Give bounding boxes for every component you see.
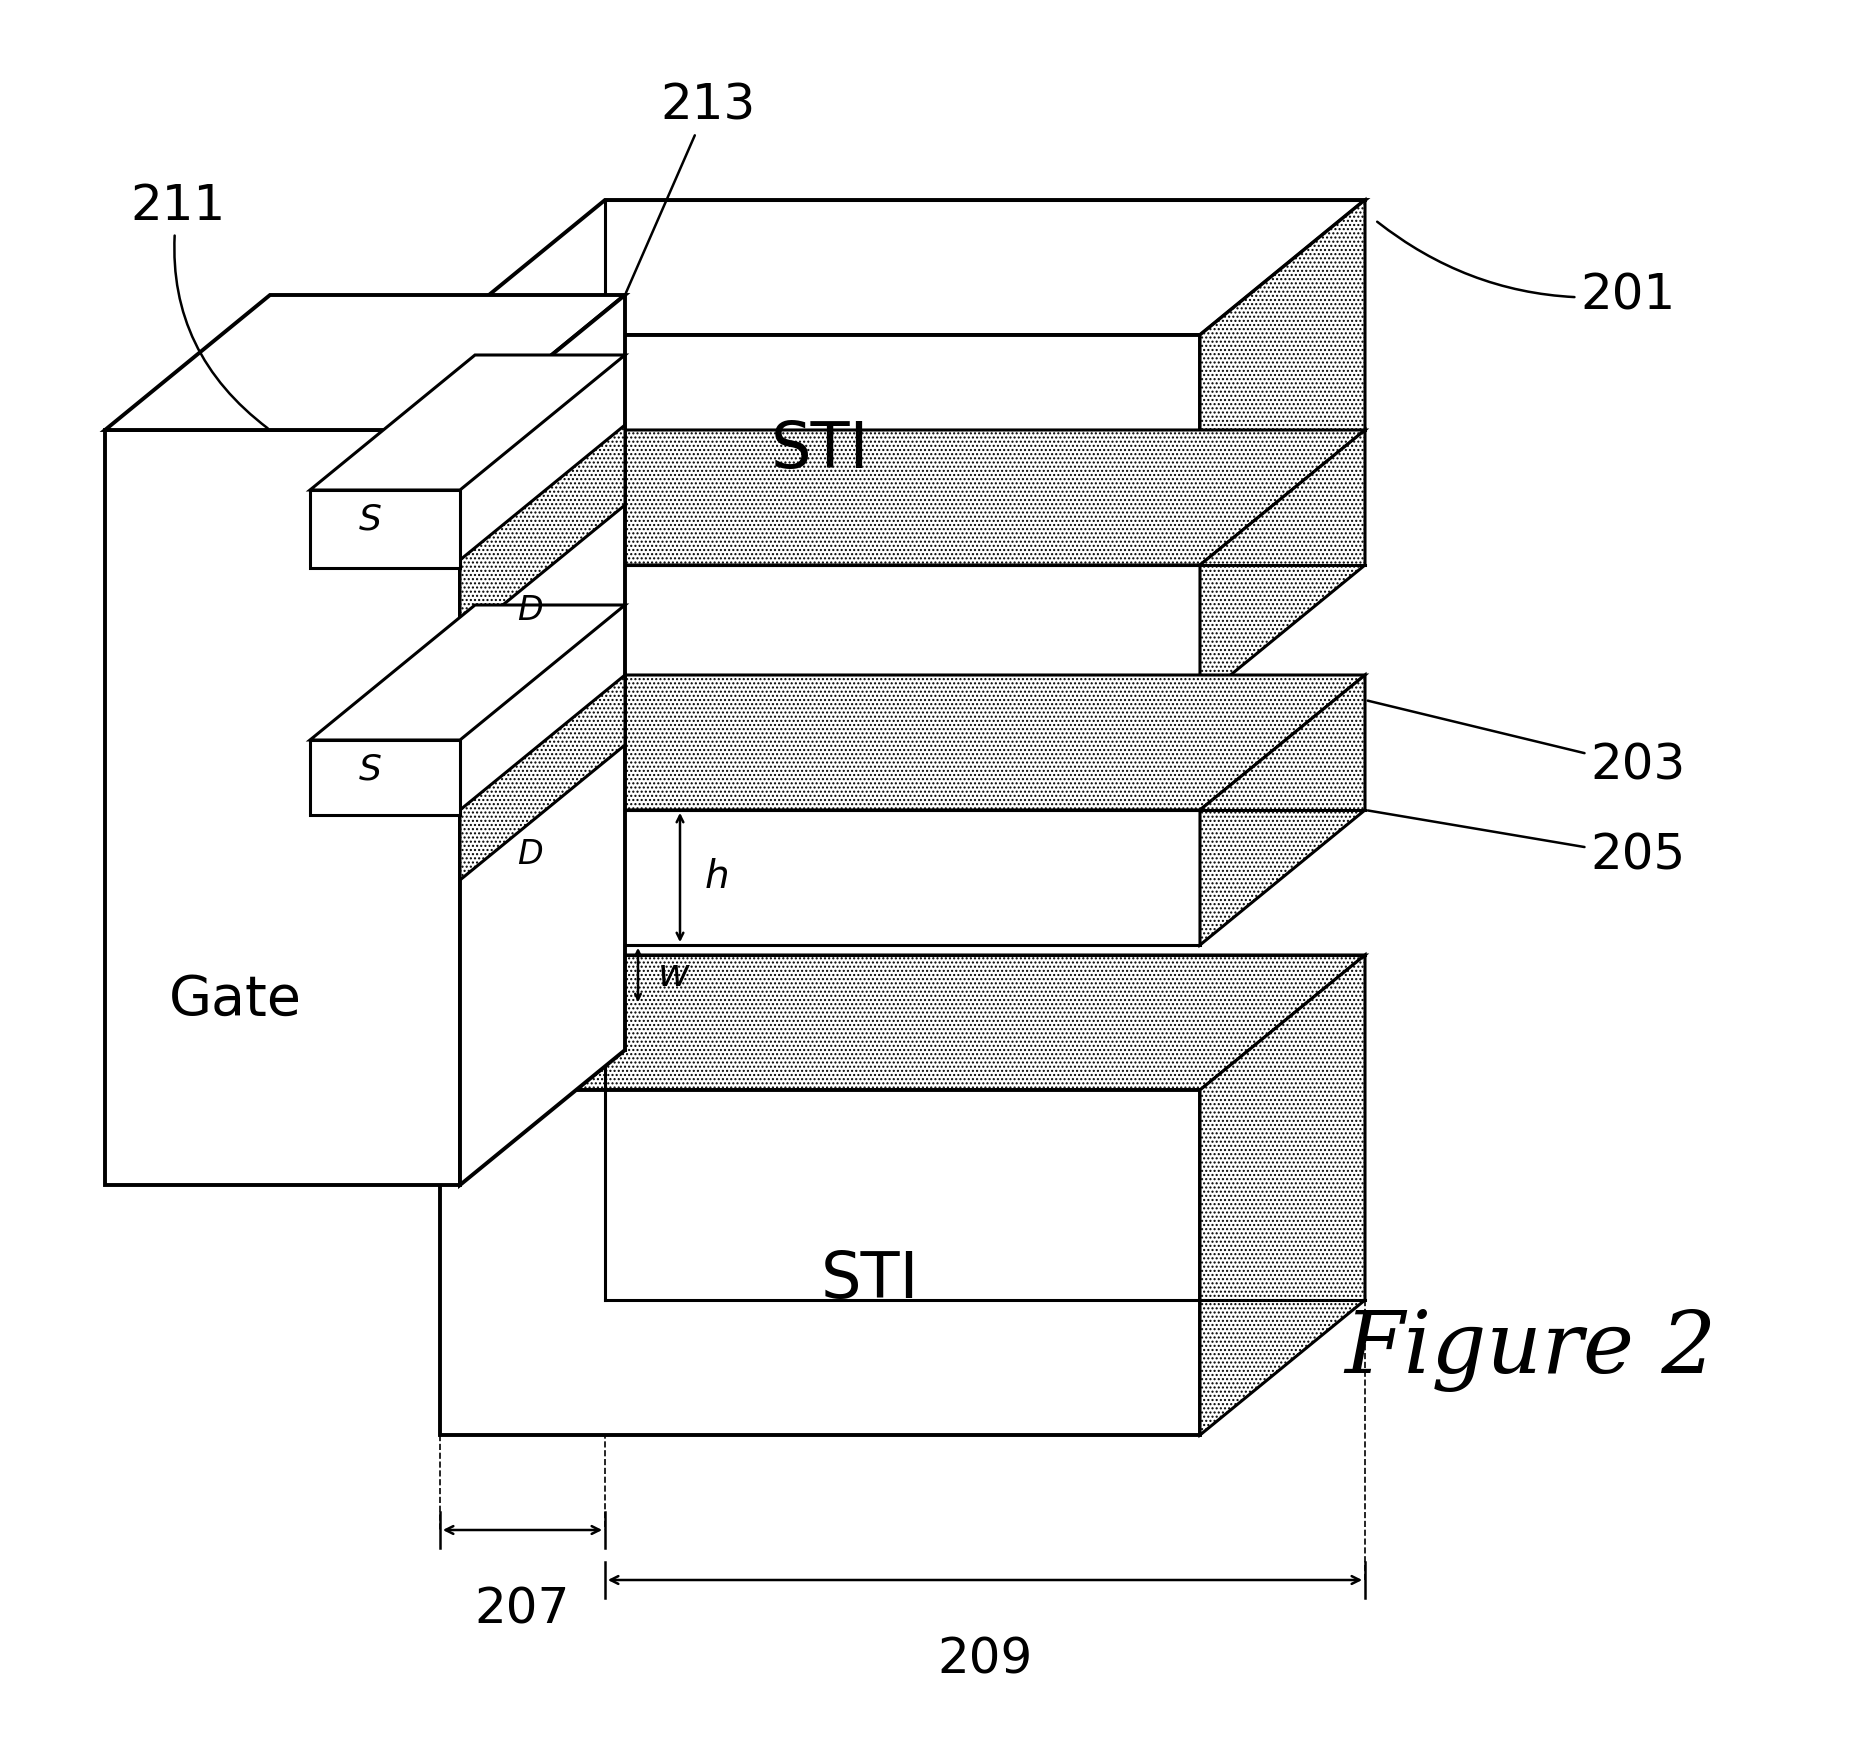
Text: 213: 213 — [626, 82, 755, 293]
Polygon shape — [441, 335, 1199, 565]
Polygon shape — [441, 430, 1364, 565]
Polygon shape — [309, 605, 626, 740]
Text: S: S — [359, 752, 381, 788]
Text: S: S — [359, 503, 381, 537]
Polygon shape — [441, 675, 1364, 810]
Text: w: w — [657, 956, 690, 995]
Polygon shape — [441, 565, 1199, 700]
Polygon shape — [441, 1089, 1199, 1435]
Text: 207: 207 — [474, 1586, 570, 1633]
Polygon shape — [309, 354, 626, 489]
Text: D: D — [516, 593, 542, 626]
Text: 203: 203 — [1368, 700, 1684, 789]
Text: 211: 211 — [130, 182, 268, 428]
Text: Figure 2: Figure 2 — [1344, 1308, 1716, 1391]
Polygon shape — [106, 295, 626, 430]
Polygon shape — [1199, 954, 1364, 1435]
Polygon shape — [461, 424, 626, 640]
Text: h: h — [705, 858, 729, 896]
Text: 209: 209 — [937, 1635, 1033, 1684]
Polygon shape — [441, 810, 1199, 945]
Polygon shape — [461, 295, 626, 1186]
Text: STI: STI — [770, 419, 870, 481]
Polygon shape — [106, 430, 461, 1186]
Polygon shape — [1199, 200, 1364, 565]
Text: STI: STI — [820, 1249, 920, 1310]
Polygon shape — [1199, 430, 1364, 700]
Text: 205: 205 — [1368, 810, 1684, 881]
Polygon shape — [309, 489, 461, 568]
Polygon shape — [461, 675, 626, 881]
Text: D: D — [516, 838, 542, 872]
Text: Gate: Gate — [168, 973, 302, 1028]
Polygon shape — [441, 200, 1364, 335]
Polygon shape — [1199, 675, 1364, 945]
Polygon shape — [309, 740, 461, 816]
Text: 201: 201 — [1377, 221, 1675, 319]
Polygon shape — [441, 954, 1364, 1089]
